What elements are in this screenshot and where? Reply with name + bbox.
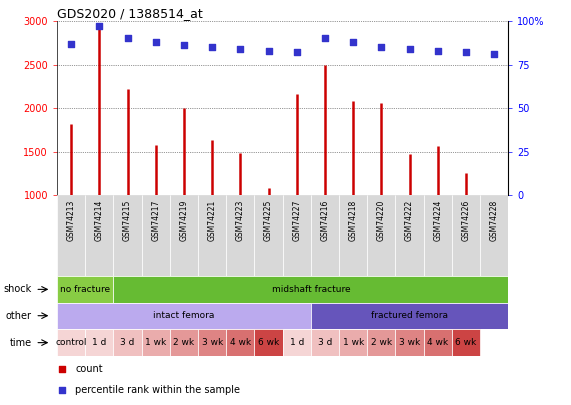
Text: GSM74222: GSM74222 <box>405 199 414 241</box>
Text: GSM74220: GSM74220 <box>377 199 386 241</box>
Text: control: control <box>55 338 87 347</box>
Text: other: other <box>6 311 32 321</box>
Text: 3 d: 3 d <box>120 338 135 347</box>
Text: 2 wk: 2 wk <box>371 338 392 347</box>
Point <box>489 51 498 58</box>
Text: time: time <box>10 338 32 347</box>
Bar <box>57 329 85 356</box>
Text: 3 wk: 3 wk <box>399 338 420 347</box>
Text: 6 wk: 6 wk <box>455 338 477 347</box>
Text: GSM74224: GSM74224 <box>433 199 442 241</box>
Text: GSM74227: GSM74227 <box>292 199 301 241</box>
Point <box>320 35 329 42</box>
Text: intact femora: intact femora <box>153 311 215 320</box>
Point <box>377 44 386 51</box>
Text: GSM74226: GSM74226 <box>461 199 471 241</box>
Point <box>179 42 188 49</box>
Bar <box>311 329 339 356</box>
Bar <box>226 329 255 356</box>
Bar <box>85 195 114 276</box>
Bar <box>170 195 198 276</box>
Point <box>57 365 66 372</box>
Bar <box>255 329 283 356</box>
Text: percentile rank within the sample: percentile rank within the sample <box>75 386 240 395</box>
Bar <box>114 195 142 276</box>
Bar <box>114 276 508 303</box>
Point <box>208 44 217 51</box>
Text: GSM74213: GSM74213 <box>67 199 76 241</box>
Bar <box>85 329 114 356</box>
Bar <box>170 329 198 356</box>
Bar <box>480 195 508 276</box>
Text: shock: shock <box>3 284 32 294</box>
Text: 4 wk: 4 wk <box>427 338 448 347</box>
Point <box>292 49 301 55</box>
Bar <box>424 195 452 276</box>
Bar <box>311 303 508 329</box>
Text: GDS2020 / 1388514_at: GDS2020 / 1388514_at <box>57 7 203 20</box>
Bar <box>198 329 226 356</box>
Bar <box>311 195 339 276</box>
Text: 1 wk: 1 wk <box>343 338 364 347</box>
Text: GSM74221: GSM74221 <box>208 199 216 241</box>
Text: no fracture: no fracture <box>60 285 110 294</box>
Bar <box>395 195 424 276</box>
Text: 1 wk: 1 wk <box>145 338 166 347</box>
Text: 6 wk: 6 wk <box>258 338 279 347</box>
Text: 3 wk: 3 wk <box>202 338 223 347</box>
Text: GSM74225: GSM74225 <box>264 199 273 241</box>
Bar <box>367 329 395 356</box>
Text: 3 d: 3 d <box>317 338 332 347</box>
Point <box>151 39 160 45</box>
Bar <box>255 195 283 276</box>
Text: GSM74223: GSM74223 <box>236 199 245 241</box>
Point <box>405 46 414 52</box>
Bar <box>142 195 170 276</box>
Bar <box>452 195 480 276</box>
Bar <box>142 329 170 356</box>
Text: GSM74214: GSM74214 <box>95 199 104 241</box>
Point <box>433 47 443 54</box>
Point <box>348 39 357 45</box>
Bar <box>57 195 85 276</box>
Bar <box>367 195 395 276</box>
Text: GSM74219: GSM74219 <box>179 199 188 241</box>
Point <box>264 47 273 54</box>
Point <box>57 387 66 394</box>
Text: GSM74218: GSM74218 <box>349 199 357 241</box>
Bar <box>114 329 142 356</box>
Bar <box>424 329 452 356</box>
Bar <box>57 276 114 303</box>
Text: 1 d: 1 d <box>92 338 107 347</box>
Bar <box>339 195 367 276</box>
Bar <box>283 195 311 276</box>
Text: GSM74215: GSM74215 <box>123 199 132 241</box>
Bar <box>395 329 424 356</box>
Bar <box>339 329 367 356</box>
Point <box>236 46 245 52</box>
Point <box>95 23 104 30</box>
Text: 1 d: 1 d <box>289 338 304 347</box>
Bar <box>198 195 226 276</box>
Text: GSM74216: GSM74216 <box>320 199 329 241</box>
Text: 4 wk: 4 wk <box>230 338 251 347</box>
Text: fractured femora: fractured femora <box>371 311 448 320</box>
Bar <box>226 195 255 276</box>
Bar <box>452 329 480 356</box>
Text: midshaft fracture: midshaft fracture <box>272 285 350 294</box>
Text: count: count <box>75 364 103 373</box>
Text: 2 wk: 2 wk <box>174 338 195 347</box>
Point <box>461 49 471 55</box>
Text: GSM74217: GSM74217 <box>151 199 160 241</box>
Point <box>123 35 132 42</box>
Bar <box>283 329 311 356</box>
Point <box>67 40 76 47</box>
Text: GSM74228: GSM74228 <box>489 199 498 241</box>
Bar <box>57 303 311 329</box>
